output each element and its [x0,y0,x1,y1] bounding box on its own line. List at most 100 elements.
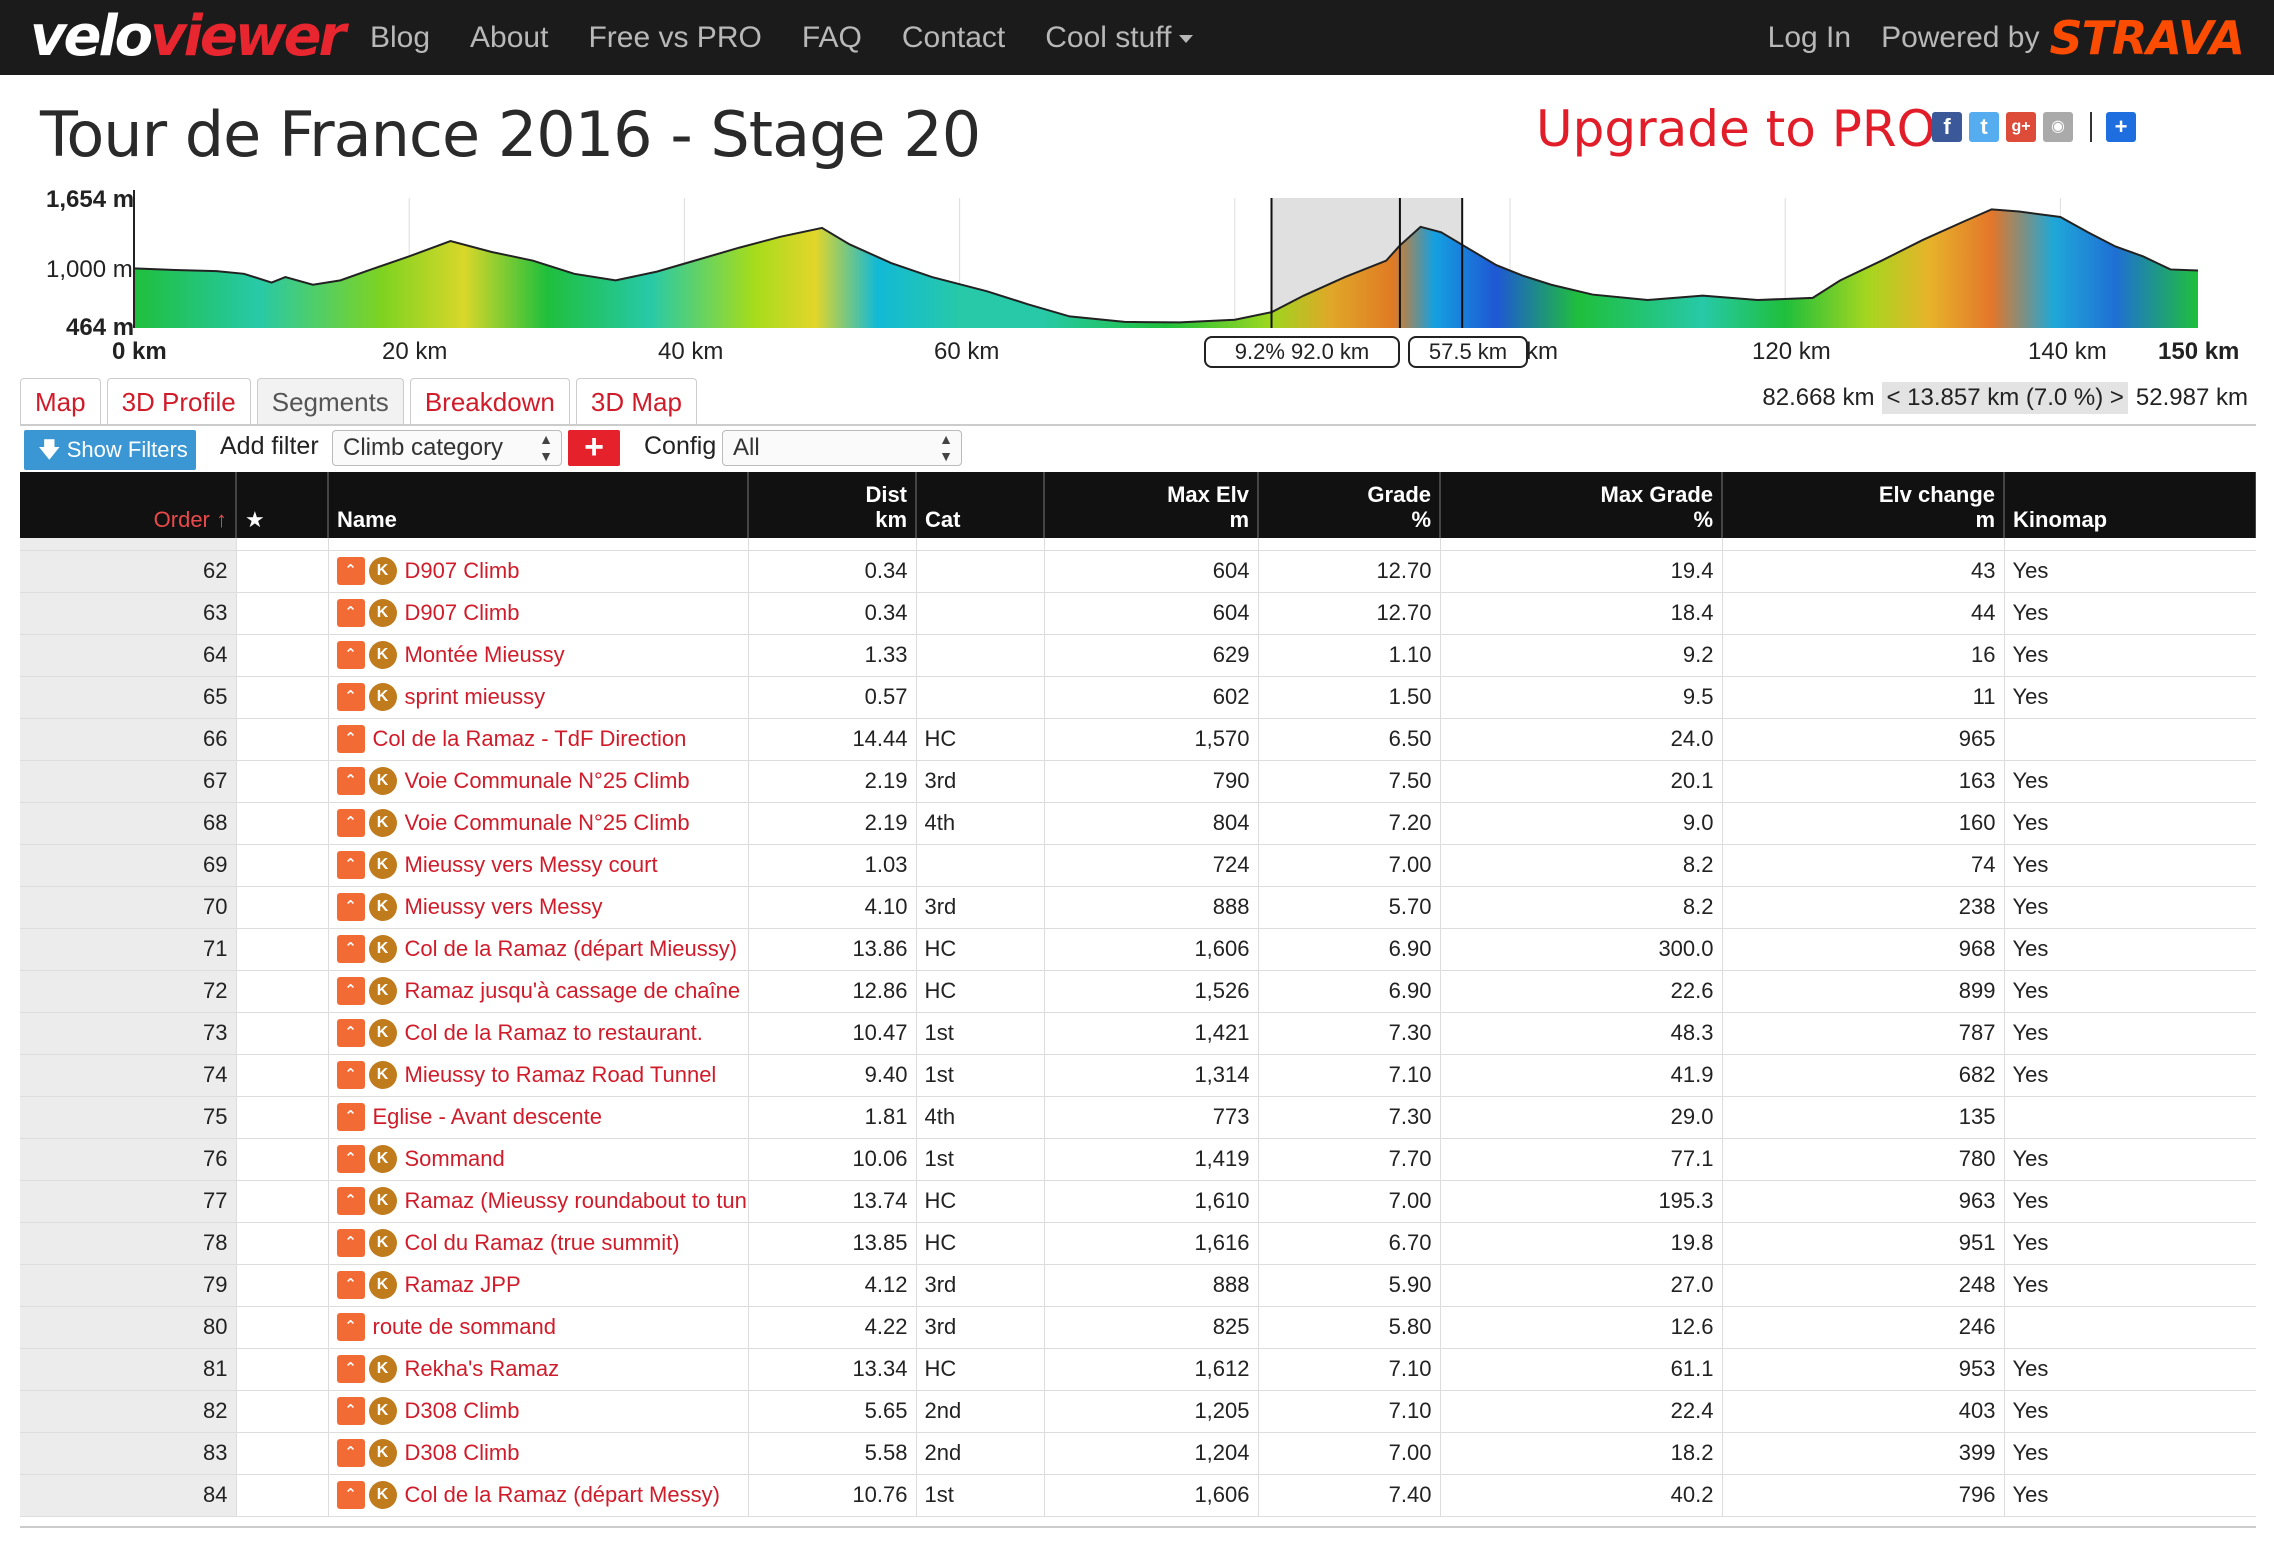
strava-segment-icon[interactable]: ⌃ [336,1229,365,1257]
col-header-order[interactable]: Order ↑ [20,472,237,538]
table-row[interactable]: 77 ⌃ K Ramaz (Mieussy roundabout to tunnel)… [20,1180,2256,1223]
strava-logo[interactable]: STRAVA [2049,10,2245,65]
table-row[interactable]: 80 ⌃ route de sommand 4.22 3rd 825 5.80 12.6 246 [20,1306,2256,1349]
tab-segments[interactable]: Segments [256,378,404,424]
col-header-name[interactable]: Name [328,472,749,538]
table-row[interactable]: 83 ⌃ K D308 Climb 5.58 2nd 1,204 7.00 18.2 399 Yes [20,1432,2256,1475]
digg-icon[interactable]: ◉ [2043,112,2073,142]
tab-3d-profile[interactable]: 3D Profile [106,378,251,424]
table-row[interactable]: 74 ⌃ K Mieussy to Ramaz Road Tunnel 9.40 1st 1… [20,1054,2256,1097]
col-header-max-grade[interactable]: Max Grade% [1440,472,1723,538]
kinomap-icon[interactable]: K [368,1397,397,1425]
kinomap-icon[interactable]: K [368,893,397,921]
table-row[interactable]: 66 ⌃ Col de la Ramaz - TdF Direction 14.44 H… [20,718,2256,761]
strava-segment-icon[interactable]: ⌃ [336,1061,365,1089]
strava-segment-icon[interactable]: ⌃ [336,599,365,627]
kinomap-icon[interactable]: K [368,1481,397,1509]
kinomap-icon[interactable]: K [368,1187,397,1215]
segment-name-link[interactable]: Rekha's Ramaz [404,1356,560,1381]
strava-segment-icon[interactable]: ⌃ [336,1481,365,1509]
cell-star[interactable] [236,1138,329,1181]
cell-star[interactable] [236,718,329,761]
tab-map[interactable]: Map [20,378,101,424]
table-row[interactable]: 82 ⌃ K D308 Climb 5.65 2nd 1,205 7.10 22.4 403 Yes [20,1390,2256,1433]
cell-star[interactable] [236,886,329,929]
config-select[interactable]: All ▲ ▼ [722,430,962,466]
strava-segment-icon[interactable]: ⌃ [336,641,365,669]
strava-segment-icon[interactable]: ⌃ [336,893,365,921]
cell-star[interactable] [236,844,329,887]
addthis-plus-icon[interactable]: + [2106,112,2136,142]
segment-name-link[interactable]: sprint mieussy [404,684,546,709]
twitter-icon[interactable]: t [1969,112,1999,142]
table-row[interactable]: 79 ⌃ K Ramaz JPP 4.12 3rd 888 5.90 27.0 248 Yes [20,1264,2256,1307]
strava-segment-icon[interactable]: ⌃ [336,683,365,711]
segment-name-link[interactable]: Montée Mieussy [404,642,565,667]
kinomap-icon[interactable]: K [368,1019,397,1047]
strava-segment-icon[interactable]: ⌃ [336,851,365,879]
cell-star[interactable] [236,1432,329,1475]
col-header-cat[interactable]: Cat [916,472,1045,538]
strava-segment-icon[interactable]: ⌃ [336,1145,365,1173]
table-row[interactable]: 63 ⌃ K D907 Climb 0.34 604 12.70 18.4 44 Yes [20,592,2256,635]
table-row[interactable]: 68 ⌃ K Voie Communale N°25 Climb 2.19 4th 804 7… [20,802,2256,845]
elevation-profile-chart[interactable] [0,0,2274,340]
table-row[interactable]: 75 ⌃ Eglise - Avant descente 1.81 4th 773 7.30… [20,1096,2256,1139]
login-link[interactable]: Log In [1767,20,1852,54]
table-row[interactable]: 72 ⌃ K Ramaz jusqu'à cassage de chaîne 12.86… [20,970,2256,1013]
kinomap-icon[interactable]: K [368,557,397,585]
segments-table-container[interactable]: Order ↑ ★ Name Dist km Cat Max Elv m Grade… [20,472,2256,1528]
kinomap-icon[interactable]: K [368,1439,397,1467]
segment-name-link[interactable]: D308 Climb [404,1398,520,1423]
strava-segment-icon[interactable]: ⌃ [336,1271,365,1299]
facebook-icon[interactable]: f [1932,112,1962,142]
segment-name-link[interactable]: route de sommand [372,1314,556,1339]
table-row[interactable]: 78 ⌃ K Col du Ramaz (true summit) 13.85 HC 1,6… [20,1222,2256,1265]
strava-segment-icon[interactable]: ⌃ [336,1355,365,1383]
cell-star[interactable] [236,1264,329,1307]
segment-name-link[interactable]: Sommand [404,1146,505,1171]
veloviewer-logo[interactable]: veloviewer [30,4,346,70]
col-header-star[interactable]: ★ [236,472,329,538]
table-row[interactable]: 70 ⌃ K Mieussy vers Messy 4.10 3rd 888 5.70 8.2 2… [20,886,2256,929]
strava-segment-icon[interactable]: ⌃ [336,1313,365,1341]
cell-star[interactable] [236,1096,329,1139]
strava-segment-icon[interactable]: ⌃ [336,935,365,963]
kinomap-icon[interactable]: K [368,683,397,711]
kinomap-icon[interactable]: K [368,1061,397,1089]
segment-name-link[interactable]: D907 Climb [404,600,520,625]
col-header-max-elv[interactable]: Max Elv m [1044,472,1259,538]
table-row[interactable]: 67 ⌃ K Voie Communale N°25 Climb 2.19 3rd 790 7… [20,760,2256,803]
strava-segment-icon[interactable]: ⌃ [336,1439,365,1467]
nav-link-free-vs-pro[interactable]: Free vs PRO [588,20,762,54]
segment-name-link[interactable]: Mieussy vers Messy court [404,852,658,877]
table-row[interactable]: 76 ⌃ K Sommand 10.06 1st 1,419 7.70 77.1 780 Yes [20,1138,2256,1181]
table-row[interactable]: 81 ⌃ K Rekha's Ramaz 13.34 HC 1,612 7.10 61.1 953… [20,1348,2256,1391]
cell-star[interactable] [236,634,329,677]
cell-star[interactable] [236,1348,329,1391]
kinomap-icon[interactable]: K [368,599,397,627]
kinomap-icon[interactable]: K [368,641,397,669]
tab-breakdown[interactable]: Breakdown [409,378,570,424]
cell-star[interactable] [236,550,329,593]
cell-star[interactable] [236,1054,329,1097]
strava-segment-icon[interactable]: ⌃ [336,1103,365,1131]
kinomap-icon[interactable]: K [368,935,397,963]
range-shift-button[interactable]: < 13.857 km (7.0 %) > [1882,382,2128,414]
kinomap-icon[interactable]: K [368,851,397,879]
kinomap-icon[interactable]: K [368,1355,397,1383]
segment-name-link[interactable]: Voie Communale N°25 Climb [404,810,690,835]
segment-name-link[interactable]: Ramaz jusqu'à cassage de chaîne [404,978,741,1003]
nav-link-cool-stuff[interactable]: Cool stuff [1045,21,1194,55]
kinomap-icon[interactable]: K [368,1145,397,1173]
col-header-dist[interactable]: Dist km [748,472,917,538]
cell-star[interactable] [236,676,329,719]
kinomap-icon[interactable]: K [368,1271,397,1299]
cell-star[interactable] [236,928,329,971]
segment-name-link[interactable]: Voie Communale N°25 Climb [404,768,690,793]
col-header-elv-change[interactable]: Elv change m [1722,472,2005,538]
segment-name-link[interactable]: Eglise - Avant descente [372,1104,603,1129]
cell-star[interactable] [236,592,329,635]
col-header-kinomap[interactable]: Kinomap [2004,472,2256,538]
